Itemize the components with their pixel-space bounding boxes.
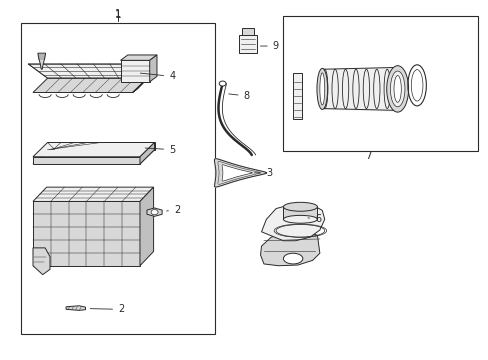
Circle shape (219, 81, 225, 86)
Text: 5: 5 (145, 145, 175, 155)
Circle shape (151, 210, 158, 215)
Bar (120, 60, 149, 82)
Polygon shape (33, 202, 140, 266)
Bar (283, 16, 477, 152)
Polygon shape (140, 143, 154, 164)
Text: 1: 1 (115, 10, 121, 19)
Polygon shape (140, 187, 153, 266)
Polygon shape (66, 306, 85, 310)
Ellipse shape (389, 71, 404, 107)
Text: 8: 8 (228, 91, 249, 101)
Bar (292, 73, 301, 119)
Polygon shape (222, 165, 251, 181)
Polygon shape (47, 143, 154, 150)
Ellipse shape (319, 73, 324, 105)
Polygon shape (33, 157, 140, 164)
Bar (283, 207, 317, 219)
Bar (242, 28, 253, 35)
Polygon shape (261, 203, 324, 241)
Text: 2: 2 (90, 304, 124, 314)
Text: 1: 1 (115, 9, 121, 19)
Ellipse shape (283, 253, 302, 264)
Text: 2: 2 (166, 205, 180, 215)
Polygon shape (33, 248, 50, 275)
Text: 4: 4 (140, 71, 175, 81)
Polygon shape (33, 187, 153, 202)
Polygon shape (120, 55, 157, 60)
Polygon shape (38, 53, 45, 69)
Polygon shape (33, 143, 154, 157)
Text: 3: 3 (254, 168, 272, 178)
Text: 9: 9 (260, 41, 278, 51)
Ellipse shape (283, 215, 317, 223)
Ellipse shape (393, 76, 401, 102)
Text: 6: 6 (307, 214, 321, 224)
Ellipse shape (316, 68, 327, 109)
Polygon shape (260, 232, 319, 266)
Polygon shape (33, 78, 147, 93)
Polygon shape (214, 159, 266, 187)
Ellipse shape (386, 66, 408, 112)
Polygon shape (147, 208, 162, 216)
Text: 7: 7 (365, 151, 371, 161)
Ellipse shape (283, 202, 317, 211)
Bar (238, 35, 257, 53)
Bar (21, 23, 215, 334)
Polygon shape (149, 55, 157, 82)
Polygon shape (132, 76, 149, 93)
Polygon shape (28, 64, 147, 78)
Polygon shape (33, 150, 154, 164)
